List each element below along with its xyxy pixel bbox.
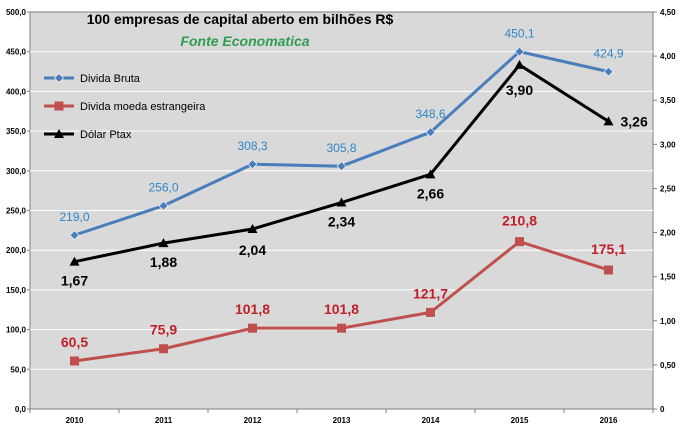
y-left-tick-label: 250,0 <box>6 207 27 216</box>
data-label: 121,7 <box>413 285 448 301</box>
x-tick-label: 2012 <box>244 416 262 425</box>
data-label: 60,5 <box>61 334 88 350</box>
data-point <box>514 46 525 57</box>
data-point <box>425 127 436 138</box>
y-right-tick-label: 2,50 <box>660 184 676 193</box>
x-tick-label: 2010 <box>66 416 84 425</box>
data-point <box>604 265 613 275</box>
y-right-tick-label: 0 <box>660 405 665 414</box>
data-label: 2,66 <box>417 185 444 201</box>
legend-entry: Dólar Ptax <box>80 129 132 141</box>
data-label: 3,26 <box>621 113 648 129</box>
data-point <box>514 59 525 69</box>
data-label: 175,1 <box>591 241 626 257</box>
data-label: 219,0 <box>59 210 89 224</box>
data-point <box>336 161 347 172</box>
y-left-tick-label: 150,0 <box>6 286 27 295</box>
data-point <box>54 101 64 111</box>
data-label: 256,0 <box>148 181 178 195</box>
data-point <box>603 116 614 126</box>
data-point <box>69 230 80 241</box>
data-label: 2,34 <box>328 214 355 230</box>
x-tick-label: 2016 <box>600 416 618 425</box>
data-point <box>247 224 258 234</box>
y-left-tick-label: 200,0 <box>6 246 27 255</box>
chart-subtitle: Fonte Economatica <box>180 33 309 49</box>
y-right-tick-label: 2,00 <box>660 229 676 238</box>
data-label: 2,04 <box>239 242 266 258</box>
data-point <box>248 323 257 333</box>
data-point <box>515 237 524 247</box>
data-label: 424,9 <box>593 47 623 61</box>
y-left-tick-label: 300,0 <box>6 167 27 176</box>
y-right-tick-label: 3,00 <box>660 140 676 149</box>
chart-title: 100 empresas de capital aberto em bilhõe… <box>87 11 394 27</box>
data-point <box>247 159 258 170</box>
data-point <box>603 66 614 77</box>
data-point <box>426 307 435 317</box>
data-point <box>337 323 346 333</box>
data-label: 3,90 <box>506 82 533 98</box>
y-right-tick-label: 1,50 <box>660 273 676 282</box>
y-right-tick-label: 4,50 <box>660 8 676 17</box>
y-left-tick-label: 450,0 <box>6 48 27 57</box>
data-label: 348,6 <box>415 107 445 121</box>
legend-entry: Divida moeda estrangeira <box>80 101 206 113</box>
x-tick-label: 2015 <box>511 416 529 425</box>
series-layer <box>69 46 614 366</box>
x-tick-label: 2014 <box>422 416 440 425</box>
data-point <box>158 200 169 211</box>
data-label: 101,8 <box>324 301 359 317</box>
y-left-tick-label: 100,0 <box>6 326 27 335</box>
y-right-tick-label: 3,50 <box>660 96 676 105</box>
y-left-tick-label: 350,0 <box>6 127 27 136</box>
data-label: 101,8 <box>235 301 270 317</box>
data-point <box>336 197 347 207</box>
data-labels: 219,0 256,0 308,3 305,8 348,6 450,1 424,9 60,5 7… <box>59 27 647 350</box>
data-label: 308,3 <box>237 139 267 153</box>
data-point <box>54 129 64 138</box>
y-left-tick-label: 400,0 <box>6 87 27 96</box>
x-tick-label: 2013 <box>333 416 351 425</box>
y-right-tick-label: 1,00 <box>660 317 676 326</box>
data-label: 450,1 <box>504 27 534 41</box>
data-point <box>425 169 436 179</box>
data-point <box>70 356 79 366</box>
legend: Divida Bruta Divida moeda estrangeira Dóla… <box>44 73 206 141</box>
data-point <box>69 256 80 266</box>
x-tick-label: 2011 <box>155 416 173 425</box>
data-point <box>54 73 64 83</box>
y-right-tick-label: 4,00 <box>660 52 676 61</box>
legend-entry: Divida Bruta <box>80 73 141 85</box>
data-label: 1,88 <box>150 254 177 270</box>
data-label: 210,8 <box>502 213 537 229</box>
y-left-tick-label: 50,0 <box>10 365 26 374</box>
y-left-tick-label: 500,0 <box>6 8 27 17</box>
data-point <box>158 238 169 248</box>
data-point <box>159 344 168 354</box>
data-label: 1,67 <box>61 273 88 289</box>
y-left-tick-label: 0,0 <box>15 405 27 414</box>
data-label: 305,8 <box>326 141 356 155</box>
axes: 0,0 50,0 100,0 150,0 200,0 250,0 300,0 350,0 400… <box>6 8 676 425</box>
data-label: 75,9 <box>150 322 177 338</box>
y-right-tick-label: 0,50 <box>660 361 676 370</box>
